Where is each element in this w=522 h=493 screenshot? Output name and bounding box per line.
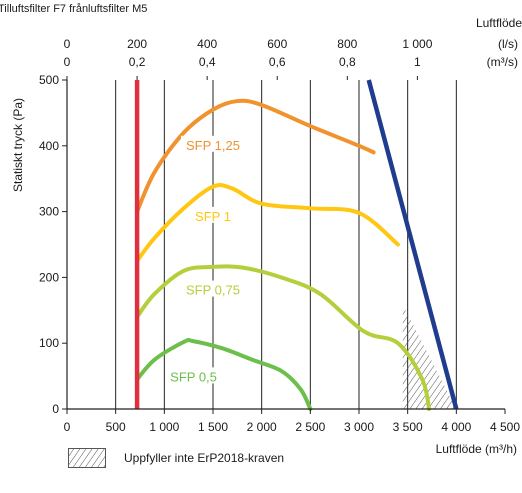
y-tick-label: 300 (39, 205, 59, 219)
y-axis-label: Statiskt tryck (Pa) (11, 98, 25, 192)
y-tick-label: 400 (39, 139, 59, 153)
x-tick-label: 2 000 (247, 420, 277, 434)
chart-title: Tilluftsfilter F7 frånluftsfilter M5 (0, 3, 147, 15)
y-tick-label: 0 (52, 402, 59, 416)
series-label-sfp-0-75: SFP 0,75 (186, 283, 240, 298)
legend-hatch-swatch (68, 448, 106, 468)
hatched-region-group (402, 310, 457, 409)
series-group: SFP 1,25 SFP 1 SFP 0,75 SFP 0,5 (134, 79, 459, 411)
top-tick-m3s-label: 1 (414, 55, 421, 69)
x-tick-label: 3 000 (344, 420, 374, 434)
series-line-sfp-0-5 (135, 337, 313, 411)
series-label-bg-sfp-0-75 (181, 280, 245, 297)
x-tick-label: 0 (64, 420, 71, 434)
axes: 0 500 1 000 1 500 2 000 2 500 3 000 3 500 4 000 4… (39, 37, 520, 434)
top-tick-ls-label: 800 (337, 37, 357, 51)
top-tick-ls-label: 400 (197, 37, 217, 51)
series-line-sfp-1 (135, 183, 400, 263)
x-axis-label: Luftflöde (m³/h) (436, 442, 517, 456)
series-label-bg-sfp-1-25 (181, 135, 245, 152)
top-tick-m3s-label: 0 (64, 55, 71, 69)
top-tick-ls-label: 200 (127, 37, 147, 51)
x-tick-label: 4 500 (490, 420, 520, 434)
top-tick-ls-label: 1 000 (402, 37, 432, 51)
x-tick-label: 1 500 (198, 420, 228, 434)
y-tick-label: 200 (39, 270, 59, 284)
top-tick-ls-label: 600 (267, 37, 287, 51)
top-tick-m3s-label: 0,8 (339, 55, 356, 69)
top-axis-ls-unit: (l/s) (498, 37, 518, 51)
series-label-sfp-1-25: SFP 1,25 (186, 138, 240, 153)
series-label-bg-sfp-1 (193, 206, 233, 223)
top-axis-m3s-unit: (m³/s) (487, 55, 518, 69)
y-tick-label: 100 (39, 336, 59, 350)
grid (115, 80, 457, 409)
legend-text: Uppfyller inte ErP2018-kraven (124, 451, 285, 465)
series-line-sfp-1-25 (135, 98, 376, 214)
series-label-sfp-0-5: SFP 0,5 (170, 369, 217, 384)
x-tick-label: 2 500 (295, 420, 325, 434)
x-tick-label: 500 (106, 420, 126, 434)
series-label-bg-sfp-0-5 (165, 367, 222, 384)
top-tick-m3s-label: 0,6 (269, 55, 286, 69)
hatched-region (402, 310, 457, 409)
top-axis-label: Luftflöde (476, 16, 522, 30)
x-tick-label: 3 500 (393, 420, 423, 434)
top-tick-m3s-label: 0,2 (129, 55, 146, 69)
x-tick-label: 1 000 (149, 420, 179, 434)
x-tick-label: 4 000 (441, 420, 471, 434)
limit-line-max-line (366, 79, 459, 410)
top-tick-m3s-label: 0,4 (199, 55, 216, 69)
series-label-sfp-1: SFP 1 (195, 209, 231, 224)
y-tick-label: 500 (39, 73, 59, 87)
legend: Uppfyller inte ErP2018-kraven (68, 447, 284, 469)
top-tick-ls-label: 0 (64, 37, 71, 51)
series-line-sfp-0-75 (135, 264, 432, 411)
